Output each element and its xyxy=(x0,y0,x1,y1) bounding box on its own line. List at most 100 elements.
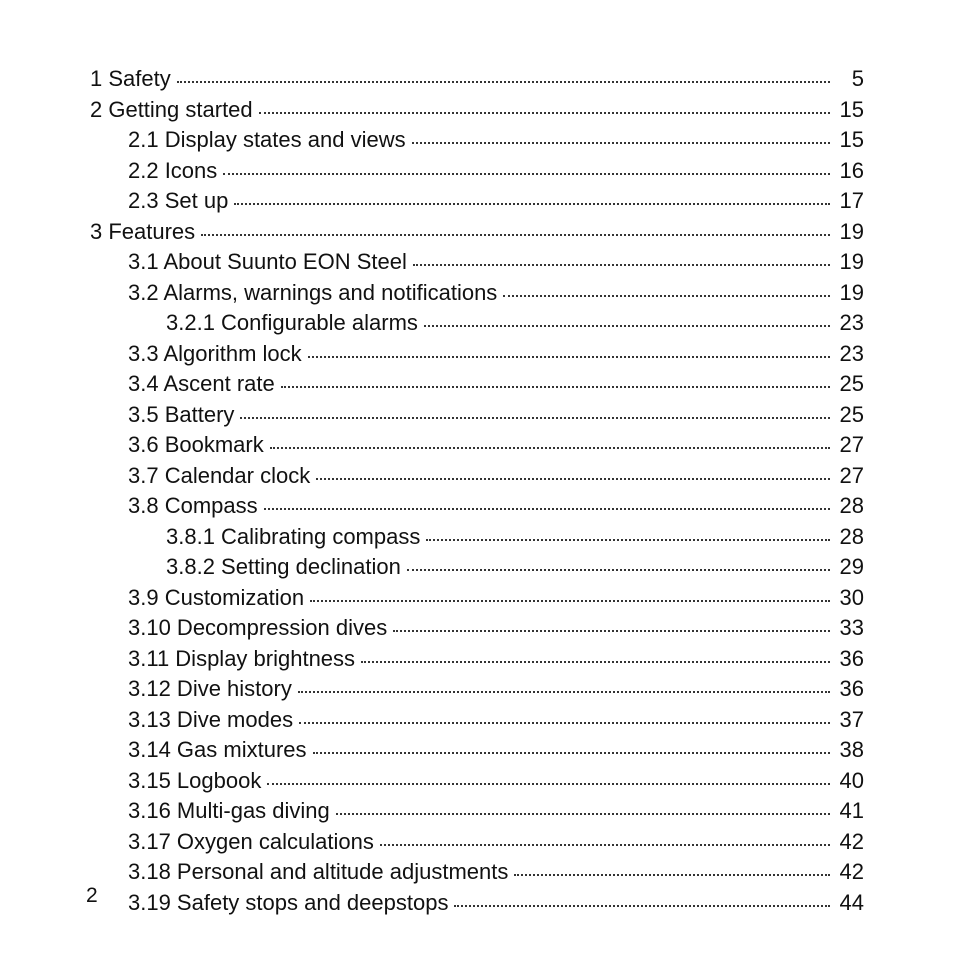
toc-entry[interactable]: 3.6 Bookmark 27 xyxy=(90,430,864,461)
table-of-contents: 1 Safety52 Getting started152.1 Display … xyxy=(90,64,864,918)
toc-entry-title: 3.8.2 Setting declination xyxy=(166,552,401,583)
toc-leader-dots xyxy=(264,508,830,510)
toc-entry[interactable]: 3.8 Compass28 xyxy=(90,491,864,522)
toc-entry-title: 3.2 Alarms, warnings and notifications xyxy=(128,278,497,309)
toc-entry-page: 23 xyxy=(836,339,864,370)
toc-entry-page: 15 xyxy=(836,125,864,156)
page-number: 2 xyxy=(86,884,98,908)
toc-leader-dots xyxy=(310,600,830,602)
toc-entry-title: 3.18 Personal and altitude adjustments xyxy=(128,857,508,888)
toc-leader-dots xyxy=(316,478,830,480)
toc-entry-page: 42 xyxy=(836,827,864,858)
toc-entry-title: 3.1 About Suunto EON Steel xyxy=(128,247,407,278)
toc-leader-dots xyxy=(234,203,830,205)
toc-leader-dots xyxy=(380,844,830,846)
toc-entry-page: 25 xyxy=(836,369,864,400)
toc-entry[interactable]: 1 Safety 5 xyxy=(90,64,864,95)
toc-entry[interactable]: 3.12 Dive history36 xyxy=(90,674,864,705)
toc-entry-page: 27 xyxy=(836,430,864,461)
toc-entry-title: 3.4 Ascent rate xyxy=(128,369,275,400)
toc-entry[interactable]: 3.7 Calendar clock 27 xyxy=(90,461,864,492)
toc-entry[interactable]: 3.2.1 Configurable alarms23 xyxy=(90,308,864,339)
toc-leader-dots xyxy=(259,112,830,114)
toc-entry-page: 40 xyxy=(836,766,864,797)
toc-leader-dots xyxy=(407,569,830,571)
toc-entry-title: 3.9 Customization xyxy=(128,583,304,614)
toc-leader-dots xyxy=(313,752,830,754)
toc-entry-title: 2 Getting started xyxy=(90,95,253,126)
toc-leader-dots xyxy=(412,142,830,144)
toc-entry-title: 3.8 Compass xyxy=(128,491,258,522)
toc-entry-page: 38 xyxy=(836,735,864,766)
toc-leader-dots xyxy=(336,813,830,815)
toc-entry-page: 36 xyxy=(836,644,864,675)
toc-entry-page: 15 xyxy=(836,95,864,126)
toc-entry[interactable]: 3.13 Dive modes37 xyxy=(90,705,864,736)
toc-leader-dots xyxy=(413,264,830,266)
toc-leader-dots xyxy=(267,783,830,785)
toc-entry[interactable]: 3.5 Battery 25 xyxy=(90,400,864,431)
toc-entry[interactable]: 3.10 Decompression dives33 xyxy=(90,613,864,644)
toc-entry-page: 27 xyxy=(836,461,864,492)
toc-entry-page: 30 xyxy=(836,583,864,614)
toc-leader-dots xyxy=(177,81,830,83)
toc-entry-page: 41 xyxy=(836,796,864,827)
toc-entry[interactable]: 3.8.2 Setting declination 29 xyxy=(90,552,864,583)
toc-entry[interactable]: 2 Getting started 15 xyxy=(90,95,864,126)
toc-leader-dots xyxy=(308,356,830,358)
toc-entry-title: 3.7 Calendar clock xyxy=(128,461,310,492)
toc-entry[interactable]: 2.1 Display states and views 15 xyxy=(90,125,864,156)
toc-leader-dots xyxy=(270,447,830,449)
toc-leader-dots xyxy=(424,325,830,327)
toc-entry-title: 3.17 Oxygen calculations xyxy=(128,827,374,858)
toc-entry[interactable]: 3.15 Logbook 40 xyxy=(90,766,864,797)
toc-entry-page: 19 xyxy=(836,217,864,248)
toc-entry[interactable]: 3.8.1 Calibrating compass28 xyxy=(90,522,864,553)
toc-entry-title: 3.5 Battery xyxy=(128,400,234,431)
toc-leader-dots xyxy=(298,691,830,693)
toc-entry[interactable]: 3.19 Safety stops and deepstops 44 xyxy=(90,888,864,919)
toc-entry-title: 2.1 Display states and views xyxy=(128,125,406,156)
toc-entry[interactable]: 2.3 Set up 17 xyxy=(90,186,864,217)
toc-entry-title: 3.19 Safety stops and deepstops xyxy=(128,888,448,919)
toc-leader-dots xyxy=(201,234,830,236)
toc-entry-title: 3.11 Display brightness xyxy=(128,644,355,675)
toc-leader-dots xyxy=(393,630,830,632)
toc-entry[interactable]: 2.2 Icons 16 xyxy=(90,156,864,187)
toc-entry-page: 29 xyxy=(836,552,864,583)
toc-entry[interactable]: 3.3 Algorithm lock23 xyxy=(90,339,864,370)
toc-entry-title: 2.2 Icons xyxy=(128,156,217,187)
toc-entry[interactable]: 3.11 Display brightness 36 xyxy=(90,644,864,675)
toc-entry[interactable]: 3.16 Multi-gas diving 41 xyxy=(90,796,864,827)
toc-entry[interactable]: 3.4 Ascent rate 25 xyxy=(90,369,864,400)
toc-entry-title: 3.13 Dive modes xyxy=(128,705,293,736)
toc-entry-title: 1 Safety xyxy=(90,64,171,95)
toc-entry[interactable]: 3.17 Oxygen calculations 42 xyxy=(90,827,864,858)
toc-entry[interactable]: 3.18 Personal and altitude adjustments 42 xyxy=(90,857,864,888)
toc-entry-page: 19 xyxy=(836,278,864,309)
toc-entry-page: 16 xyxy=(836,156,864,187)
toc-entry-title: 3.2.1 Configurable alarms xyxy=(166,308,418,339)
toc-leader-dots xyxy=(299,722,830,724)
toc-entry-page: 44 xyxy=(836,888,864,919)
toc-entry-page: 42 xyxy=(836,857,864,888)
toc-entry[interactable]: 3.1 About Suunto EON Steel19 xyxy=(90,247,864,278)
toc-entry-title: 3.15 Logbook xyxy=(128,766,261,797)
toc-leader-dots xyxy=(426,539,830,541)
toc-leader-dots xyxy=(454,905,830,907)
toc-entry-title: 3.14 Gas mixtures xyxy=(128,735,307,766)
document-page: 1 Safety52 Getting started152.1 Display … xyxy=(0,0,954,954)
toc-entry-page: 25 xyxy=(836,400,864,431)
toc-entry-title: 3.6 Bookmark xyxy=(128,430,264,461)
toc-entry-page: 17 xyxy=(836,186,864,217)
toc-entry-title: 3.16 Multi-gas diving xyxy=(128,796,330,827)
toc-entry[interactable]: 3.9 Customization 30 xyxy=(90,583,864,614)
toc-entry-title: 2.3 Set up xyxy=(128,186,228,217)
toc-entry[interactable]: 3.14 Gas mixtures 38 xyxy=(90,735,864,766)
toc-entry-title: 3 Features xyxy=(90,217,195,248)
toc-entry-page: 5 xyxy=(836,64,864,95)
toc-leader-dots xyxy=(281,386,830,388)
toc-leader-dots xyxy=(503,295,830,297)
toc-entry[interactable]: 3.2 Alarms, warnings and notifications 19 xyxy=(90,278,864,309)
toc-entry[interactable]: 3 Features 19 xyxy=(90,217,864,248)
